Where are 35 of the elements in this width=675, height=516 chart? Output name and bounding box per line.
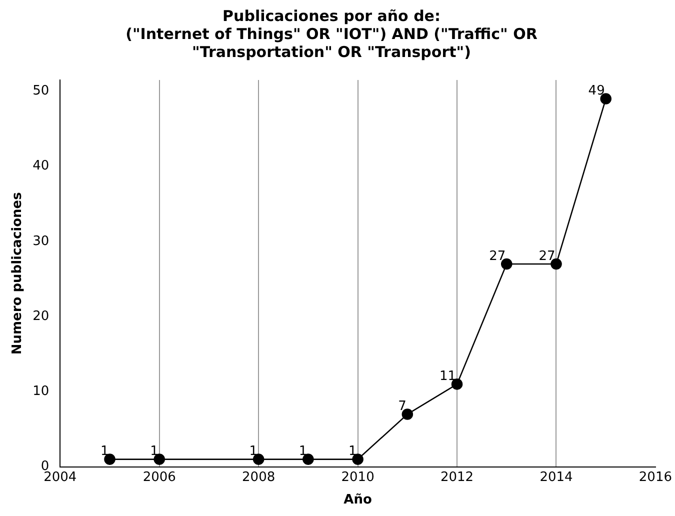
chart-title: Publicaciones por año de: ("Internet of Things" OR "IOT") AND ("Traffic" OR "Transportation" OR "Transport") (126, 6, 538, 61)
data-label: 7 (398, 399, 406, 414)
data-label: 1 (249, 444, 258, 460)
y-tick-label: 30 (32, 234, 50, 249)
y-tick-label: 40 (32, 158, 50, 174)
data-label: 1 (150, 444, 158, 460)
point (451, 378, 463, 390)
point (600, 93, 612, 104)
data-label: 1 (298, 444, 308, 460)
x-tick-label: 2006 (142, 470, 176, 485)
x-tick-label: 2010 (341, 470, 374, 485)
data-label: 27 (489, 248, 506, 264)
y-tick-label: 20 (32, 308, 50, 324)
point (252, 454, 264, 465)
point (500, 258, 512, 270)
x-tick-label: 2012 (440, 470, 474, 485)
x-tick-label: 2016 (638, 470, 672, 485)
x-tick-label: 2008 (242, 470, 276, 485)
point (154, 454, 166, 465)
point (104, 454, 116, 465)
data-label: 49 (588, 84, 605, 99)
point (302, 454, 314, 465)
x-tick-label: 2014 (540, 470, 573, 485)
data-label: 11 (439, 369, 456, 384)
point (352, 454, 364, 465)
y-tick-label: 50 (32, 84, 50, 99)
data-label: 1 (100, 444, 109, 460)
data-label: 27 (538, 248, 556, 264)
x-tick-label: 2004 (44, 470, 77, 485)
data-label: 1 (348, 444, 357, 460)
y-tick-label: 10 (32, 384, 50, 400)
y-axis-title: Numero publicaciones (10, 192, 26, 355)
point (402, 408, 414, 420)
x-axis-title: Año (344, 492, 372, 508)
point (550, 258, 562, 270)
